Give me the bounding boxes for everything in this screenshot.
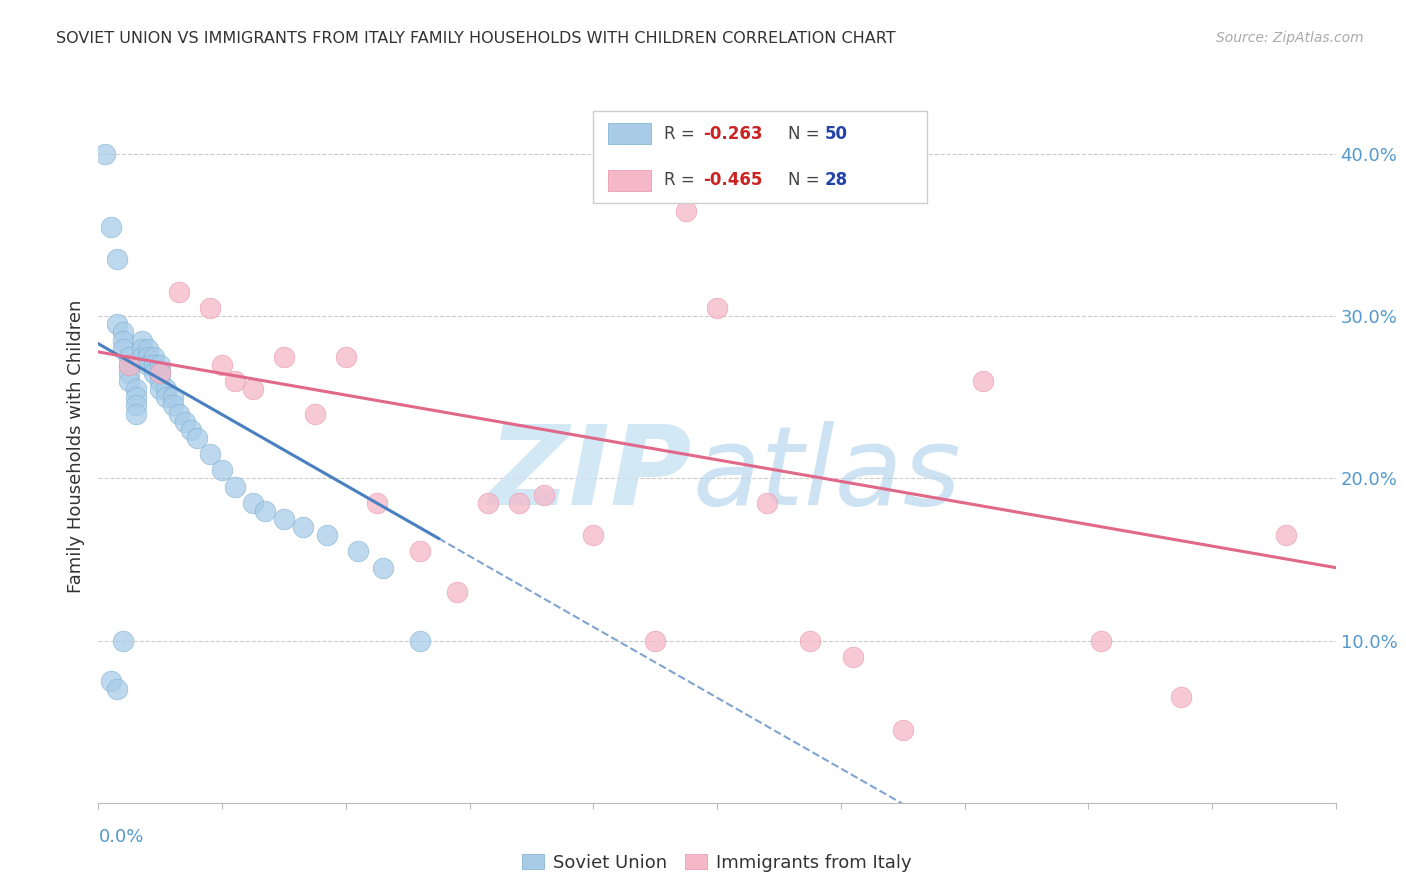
Point xyxy=(155,390,177,404)
Point xyxy=(446,585,468,599)
Point xyxy=(162,399,184,413)
Point xyxy=(891,723,914,737)
Point xyxy=(533,488,555,502)
Text: 50: 50 xyxy=(825,125,848,143)
Point xyxy=(1170,690,1192,705)
Point xyxy=(316,528,339,542)
Point xyxy=(224,374,246,388)
Text: atlas: atlas xyxy=(692,421,960,528)
FancyBboxPatch shape xyxy=(593,111,928,203)
Point xyxy=(972,374,994,388)
Point xyxy=(409,633,432,648)
Point xyxy=(100,220,122,235)
Point xyxy=(131,350,153,364)
Point xyxy=(149,374,172,388)
Point xyxy=(149,358,172,372)
Point xyxy=(198,447,221,461)
Point xyxy=(100,674,122,689)
Point xyxy=(211,358,233,372)
Text: R =: R = xyxy=(664,171,700,189)
Text: ZIP: ZIP xyxy=(489,421,692,528)
Point xyxy=(211,463,233,477)
Text: -0.465: -0.465 xyxy=(703,171,763,189)
Point xyxy=(112,342,135,356)
Point xyxy=(242,496,264,510)
Point xyxy=(136,358,159,372)
Point xyxy=(198,301,221,315)
Point xyxy=(167,285,190,299)
Point xyxy=(755,496,778,510)
Point xyxy=(124,382,146,396)
Point xyxy=(124,390,146,404)
Point xyxy=(477,496,499,510)
Point xyxy=(118,366,141,380)
Point xyxy=(112,326,135,340)
Text: 28: 28 xyxy=(825,171,848,189)
Text: 0.0%: 0.0% xyxy=(98,828,143,846)
Point xyxy=(118,374,141,388)
Point xyxy=(155,382,177,396)
Point xyxy=(291,520,314,534)
Point xyxy=(112,334,135,348)
Point xyxy=(118,358,141,372)
Y-axis label: Family Households with Children: Family Households with Children xyxy=(66,300,84,592)
Point xyxy=(799,633,821,648)
Point xyxy=(644,633,666,648)
Point xyxy=(143,366,166,380)
Point xyxy=(347,544,370,558)
Point xyxy=(131,334,153,348)
Text: N =: N = xyxy=(787,125,824,143)
Point xyxy=(149,382,172,396)
Text: Source: ZipAtlas.com: Source: ZipAtlas.com xyxy=(1216,31,1364,45)
Point xyxy=(162,390,184,404)
Point xyxy=(143,358,166,372)
Point xyxy=(706,301,728,315)
Text: N =: N = xyxy=(787,171,824,189)
Point xyxy=(118,350,141,364)
Point xyxy=(174,415,197,429)
Point xyxy=(118,358,141,372)
Text: SOVIET UNION VS IMMIGRANTS FROM ITALY FAMILY HOUSEHOLDS WITH CHILDREN CORRELATIO: SOVIET UNION VS IMMIGRANTS FROM ITALY FA… xyxy=(56,31,896,46)
Point xyxy=(224,479,246,493)
Point xyxy=(131,342,153,356)
Point xyxy=(508,496,530,510)
Point xyxy=(304,407,326,421)
Point xyxy=(409,544,432,558)
Point xyxy=(136,342,159,356)
Point xyxy=(180,423,202,437)
Point xyxy=(273,512,295,526)
Point xyxy=(254,504,277,518)
Point xyxy=(105,682,128,697)
Point xyxy=(675,203,697,218)
Text: R =: R = xyxy=(664,125,700,143)
Point xyxy=(242,382,264,396)
Point xyxy=(105,252,128,267)
Point xyxy=(124,407,146,421)
Text: -0.263: -0.263 xyxy=(703,125,763,143)
Point xyxy=(582,528,605,542)
Bar xyxy=(609,169,651,191)
Point xyxy=(1275,528,1298,542)
Point xyxy=(273,350,295,364)
Point xyxy=(149,366,172,380)
Legend: Soviet Union, Immigrants from Italy: Soviet Union, Immigrants from Italy xyxy=(515,847,920,880)
Point xyxy=(842,649,865,664)
Point xyxy=(167,407,190,421)
Point xyxy=(149,366,172,380)
Point xyxy=(124,399,146,413)
Point xyxy=(112,633,135,648)
Point xyxy=(93,147,115,161)
Point xyxy=(143,350,166,364)
Point xyxy=(371,560,394,574)
Point xyxy=(1090,633,1112,648)
Point xyxy=(105,318,128,332)
Point xyxy=(186,431,208,445)
Point xyxy=(366,496,388,510)
Point xyxy=(136,350,159,364)
Point xyxy=(335,350,357,364)
Bar xyxy=(609,123,651,145)
